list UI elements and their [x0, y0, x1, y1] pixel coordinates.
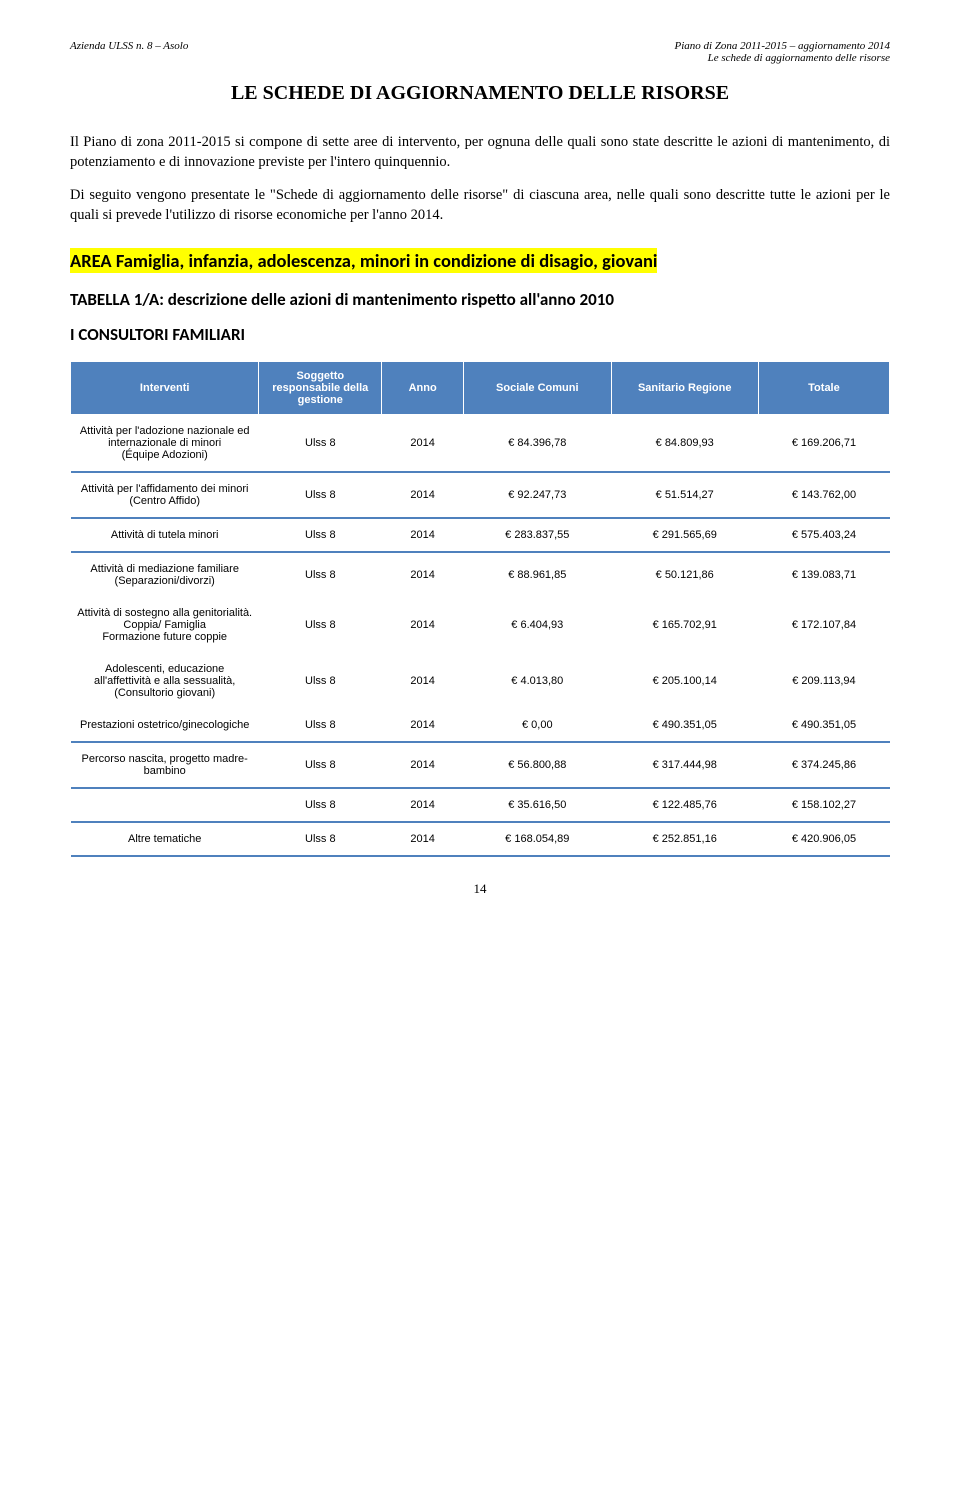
cell-sr: € 252.851,16	[611, 822, 758, 856]
cell-resp: Ulss 8	[259, 597, 382, 653]
table-row: Attività di sostegno alla genitorialità.…	[71, 597, 890, 653]
table-header-row: Interventi Soggetto responsabile della g…	[71, 362, 890, 415]
col-sociale-comuni: Sociale Comuni	[464, 362, 611, 415]
resources-table: Interventi Soggetto responsabile della g…	[70, 361, 890, 857]
cell-sr: € 205.100,14	[611, 653, 758, 709]
cell-tot: € 209.113,94	[758, 653, 889, 709]
cell-sc: € 35.616,50	[464, 788, 611, 822]
cell-anno: 2014	[382, 597, 464, 653]
cell-sc: € 88.961,85	[464, 552, 611, 597]
cell-sc: € 0,00	[464, 709, 611, 742]
cell-tot: € 374.245,86	[758, 742, 889, 788]
cell-interventi: Attività di tutela minori	[71, 518, 259, 552]
cell-anno: 2014	[382, 552, 464, 597]
cell-resp: Ulss 8	[259, 518, 382, 552]
cell-interventi: Adolescenti, educazione all'affettività …	[71, 653, 259, 709]
cell-sr: € 122.485,76	[611, 788, 758, 822]
cell-resp: Ulss 8	[259, 822, 382, 856]
cell-tot: € 172.107,84	[758, 597, 889, 653]
area-heading-container: AREA Famiglia, infanzia, adolescenza, mi…	[70, 249, 890, 273]
cell-sc: € 56.800,88	[464, 742, 611, 788]
cell-tot: € 158.102,27	[758, 788, 889, 822]
cell-sc: € 283.837,55	[464, 518, 611, 552]
cell-tot: € 420.906,05	[758, 822, 889, 856]
page-title: LE SCHEDE DI AGGIORNAMENTO DELLE RISORSE	[70, 82, 890, 105]
page-number: 14	[70, 881, 890, 897]
intro-paragraph-1: Il Piano di zona 2011-2015 si compone di…	[70, 133, 890, 172]
table-row: Percorso nascita, progetto madre-bambino…	[71, 742, 890, 788]
cell-resp: Ulss 8	[259, 472, 382, 518]
cell-interventi: Percorso nascita, progetto madre-bambino	[71, 742, 259, 788]
table-row: Attività di mediazione familiare (Separa…	[71, 552, 890, 597]
table-row: Attività per l'affidamento dei minori (C…	[71, 472, 890, 518]
cell-interventi: Attività per l'adozione nazionale ed int…	[71, 415, 259, 473]
header-left: Azienda ULSS n. 8 – Asolo	[70, 40, 188, 64]
table-row: Ulss 8 2014 € 35.616,50 € 122.485,76 € 1…	[71, 788, 890, 822]
cell-sr: € 490.351,05	[611, 709, 758, 742]
cell-resp: Ulss 8	[259, 415, 382, 473]
cell-sr: € 50.121,86	[611, 552, 758, 597]
cell-sc: € 6.404,93	[464, 597, 611, 653]
cell-sr: € 291.565,69	[611, 518, 758, 552]
header-right: Piano di Zona 2011-2015 – aggiornamento …	[674, 40, 890, 64]
cell-tot: € 143.762,00	[758, 472, 889, 518]
cell-sc: € 92.247,73	[464, 472, 611, 518]
cell-sc: € 168.054,89	[464, 822, 611, 856]
cell-resp: Ulss 8	[259, 653, 382, 709]
col-responsabile: Soggetto responsabile della gestione	[259, 362, 382, 415]
cell-interventi: Prestazioni ostetrico/ginecologiche	[71, 709, 259, 742]
header-right-line1: Piano di Zona 2011-2015 – aggiornamento …	[674, 40, 890, 52]
cell-interventi	[71, 788, 259, 822]
cell-resp: Ulss 8	[259, 552, 382, 597]
cell-anno: 2014	[382, 709, 464, 742]
col-anno: Anno	[382, 362, 464, 415]
table-title: TABELLA 1/A: descrizione delle azioni di…	[70, 289, 890, 310]
cell-interventi: Altre tematiche	[71, 822, 259, 856]
intro-paragraph-2: Di seguito vengono presentate le "Schede…	[70, 186, 890, 225]
page-header: Azienda ULSS n. 8 – Asolo Piano di Zona …	[70, 40, 890, 64]
table-row: Attività per l'adozione nazionale ed int…	[71, 415, 890, 473]
area-heading: AREA Famiglia, infanzia, adolescenza, mi…	[70, 248, 657, 273]
cell-resp: Ulss 8	[259, 709, 382, 742]
cell-sc: € 4.013,80	[464, 653, 611, 709]
col-interventi: Interventi	[71, 362, 259, 415]
cell-sr: € 51.514,27	[611, 472, 758, 518]
cell-tot: € 490.351,05	[758, 709, 889, 742]
cell-anno: 2014	[382, 415, 464, 473]
cell-anno: 2014	[382, 518, 464, 552]
table-row: Adolescenti, educazione all'affettività …	[71, 653, 890, 709]
cell-sr: € 165.702,91	[611, 597, 758, 653]
cell-anno: 2014	[382, 742, 464, 788]
cell-resp: Ulss 8	[259, 788, 382, 822]
cell-resp: Ulss 8	[259, 742, 382, 788]
cell-anno: 2014	[382, 653, 464, 709]
cell-anno: 2014	[382, 788, 464, 822]
cell-interventi: Attività di mediazione familiare (Separa…	[71, 552, 259, 597]
table-row: Altre tematiche Ulss 8 2014 € 168.054,89…	[71, 822, 890, 856]
col-sanitario-regione: Sanitario Regione	[611, 362, 758, 415]
cell-tot: € 139.083,71	[758, 552, 889, 597]
cell-tot: € 169.206,71	[758, 415, 889, 473]
cell-interventi: Attività per l'affidamento dei minori (C…	[71, 472, 259, 518]
cell-sr: € 317.444,98	[611, 742, 758, 788]
cell-tot: € 575.403,24	[758, 518, 889, 552]
cell-anno: 2014	[382, 472, 464, 518]
sub-title: I CONSULTORI FAMILIARI	[70, 324, 890, 345]
cell-interventi: Attività di sostegno alla genitorialità.…	[71, 597, 259, 653]
cell-sr: € 84.809,93	[611, 415, 758, 473]
cell-sc: € 84.396,78	[464, 415, 611, 473]
table-row: Prestazioni ostetrico/ginecologiche Ulss…	[71, 709, 890, 742]
header-right-line2: Le schede di aggiornamento delle risorse	[674, 52, 890, 64]
cell-anno: 2014	[382, 822, 464, 856]
col-totale: Totale	[758, 362, 889, 415]
table-row: Attività di tutela minori Ulss 8 2014 € …	[71, 518, 890, 552]
